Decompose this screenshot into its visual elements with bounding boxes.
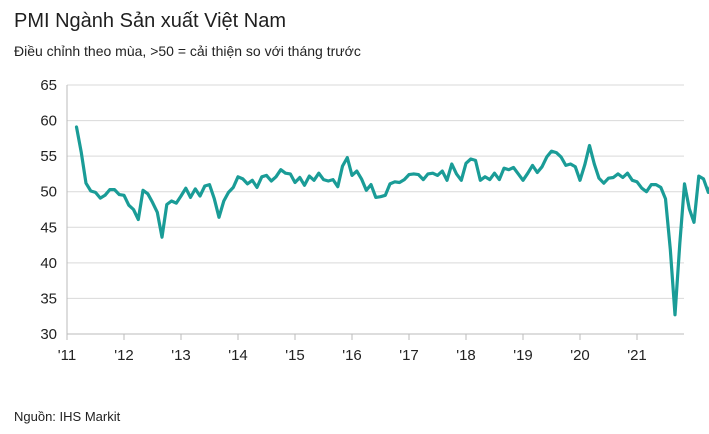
y-tick-label-65: 65: [40, 77, 57, 94]
x-tick-label-5: '16: [342, 347, 362, 364]
x-tick-label-9: '20: [570, 347, 590, 364]
y-tick-label-35: 35: [40, 290, 57, 307]
y-tick-label-50: 50: [40, 184, 57, 201]
x-tick-label-1: '12: [114, 347, 134, 364]
series-line-pmi: [74, 125, 709, 317]
x-tick-label-3: '14: [228, 347, 248, 364]
x-tick-label-7: '18: [456, 347, 476, 364]
x-tick-label-6: '17: [399, 347, 419, 364]
y-tick-label-30: 30: [40, 326, 57, 343]
chart-title: PMI Ngành Sản xuất Việt Nam: [14, 10, 286, 32]
y-tick-label-60: 60: [40, 113, 57, 130]
x-tick-label-8: '19: [513, 347, 533, 364]
source-note: Nguồn: IHS Markit: [14, 409, 121, 424]
y-tick-label-40: 40: [40, 255, 57, 272]
x-tick-label-4: '15: [285, 347, 305, 364]
x-tick-label-10: '21: [627, 347, 647, 364]
chart-subtitle: Điều chỉnh theo mùa, >50 = cải thiện so …: [14, 43, 361, 59]
x-tick-label-2: '13: [171, 347, 191, 364]
y-tick-label-45: 45: [40, 219, 57, 236]
x-tick-label-0: '11: [58, 347, 76, 364]
y-tick-label-55: 55: [40, 148, 57, 165]
